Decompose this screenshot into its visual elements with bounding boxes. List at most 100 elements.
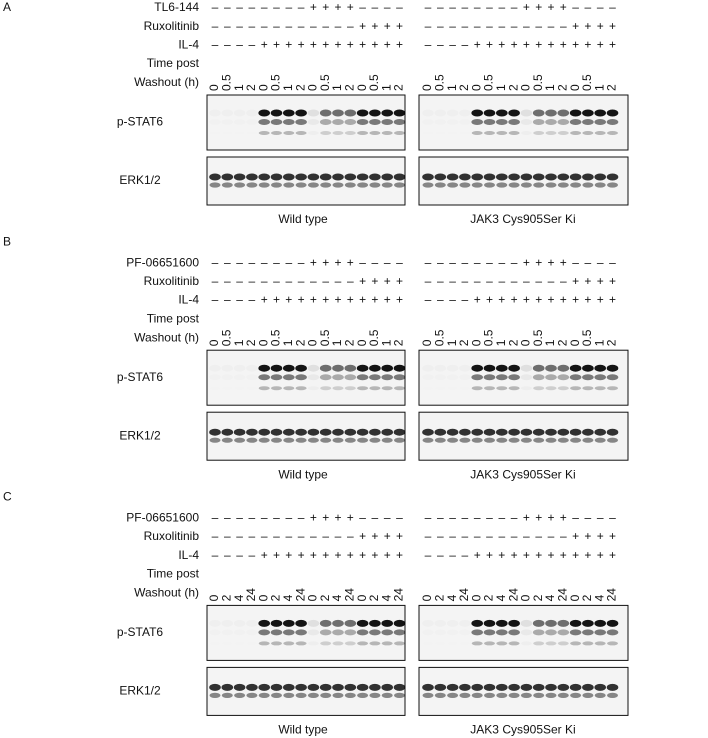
treatment-sign: – xyxy=(560,19,567,33)
band xyxy=(582,386,594,391)
band xyxy=(484,692,495,699)
treatment-sign: – xyxy=(310,19,317,33)
band xyxy=(258,173,271,181)
band xyxy=(508,641,520,646)
band xyxy=(332,109,344,117)
treatment-sign: – xyxy=(511,0,518,14)
band xyxy=(307,428,320,436)
treatment-sign: – xyxy=(535,19,542,33)
time-label: Washout (h) xyxy=(134,586,199,600)
treatment-sign: + xyxy=(334,511,341,525)
time-value: 0.5 xyxy=(482,329,496,346)
band xyxy=(369,374,381,381)
band xyxy=(319,109,332,117)
blot-label: p-STAT6 xyxy=(117,370,164,384)
band xyxy=(423,131,434,135)
band xyxy=(484,182,495,188)
treatment-sign: + xyxy=(523,511,530,525)
band xyxy=(320,641,332,646)
treatment-sign: + xyxy=(334,37,341,51)
band xyxy=(209,692,221,699)
band xyxy=(332,374,344,381)
band xyxy=(532,629,545,636)
treatment-sign: – xyxy=(212,548,219,562)
treatment-sign: – xyxy=(249,255,256,269)
treatment-sign: + xyxy=(560,255,567,269)
treatment-sign: – xyxy=(224,0,231,14)
band xyxy=(459,173,471,181)
band xyxy=(344,619,357,627)
treatment-sign: + xyxy=(597,19,604,33)
band xyxy=(435,641,446,645)
treatment-sign: + xyxy=(396,548,403,562)
treatment-sign: – xyxy=(535,274,542,288)
band xyxy=(569,374,582,381)
time-value: 0 xyxy=(355,594,369,601)
band xyxy=(594,109,606,117)
time-value: 0 xyxy=(256,594,270,601)
band xyxy=(508,437,520,443)
band xyxy=(607,437,618,443)
time-value: 24 xyxy=(605,588,619,602)
band xyxy=(357,182,369,188)
band xyxy=(471,182,483,188)
band xyxy=(496,629,508,636)
time-value: 0.5 xyxy=(318,74,332,91)
blot xyxy=(206,156,406,206)
band xyxy=(393,173,406,181)
band xyxy=(423,386,434,390)
treatment-sign: – xyxy=(224,511,231,525)
band xyxy=(545,683,557,691)
treatment-sign: + xyxy=(285,37,292,51)
band xyxy=(234,692,246,699)
band xyxy=(496,182,508,188)
band xyxy=(356,428,369,436)
band xyxy=(381,692,393,699)
band xyxy=(221,428,234,436)
time-value: 2 xyxy=(531,594,545,601)
band xyxy=(570,386,582,391)
band xyxy=(381,428,394,436)
time-value: 0 xyxy=(207,594,221,601)
band xyxy=(545,173,557,181)
band xyxy=(484,437,495,443)
band xyxy=(258,386,270,391)
band xyxy=(533,386,545,391)
band xyxy=(369,109,381,117)
band xyxy=(435,374,447,380)
time-value: 1 xyxy=(232,84,246,91)
band xyxy=(332,386,344,391)
band xyxy=(295,374,307,381)
time-value: 0.5 xyxy=(580,74,594,91)
treatment-sign: – xyxy=(261,511,268,525)
band xyxy=(594,131,606,135)
band xyxy=(545,364,557,372)
treatment-sign: + xyxy=(396,19,403,33)
band xyxy=(271,692,282,699)
band xyxy=(394,131,405,135)
band xyxy=(545,692,557,699)
band xyxy=(606,109,619,117)
band xyxy=(557,182,569,188)
band xyxy=(369,173,381,181)
band xyxy=(557,683,570,691)
band xyxy=(210,641,221,645)
band xyxy=(394,182,405,188)
band xyxy=(483,364,496,372)
band xyxy=(357,131,369,135)
treatment-sign: – xyxy=(212,274,219,288)
band xyxy=(607,386,618,391)
treatment-sign: + xyxy=(359,529,366,543)
treatment-sign: + xyxy=(572,529,579,543)
band xyxy=(381,364,394,372)
band xyxy=(545,629,557,636)
band xyxy=(471,692,483,699)
treatment-sign: + xyxy=(322,511,329,525)
band xyxy=(307,109,320,117)
band xyxy=(446,173,459,181)
time-value: 4 xyxy=(232,594,246,601)
treatment-sign: + xyxy=(547,511,554,525)
treatment-sign: – xyxy=(511,529,518,543)
treatment-sign: + xyxy=(334,255,341,269)
band xyxy=(557,641,569,646)
